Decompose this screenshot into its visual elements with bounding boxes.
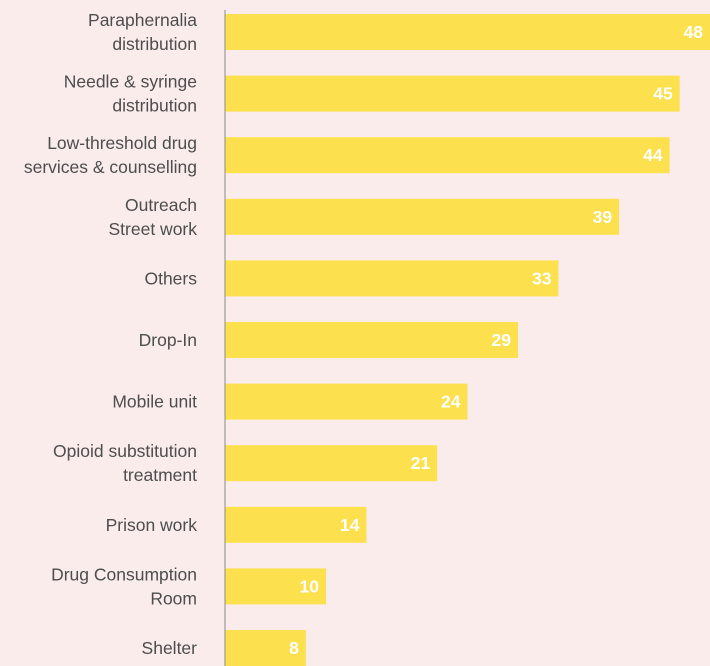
bar (225, 14, 710, 50)
category-label: Drop-In (139, 330, 197, 350)
bar-value-label: 45 (653, 84, 673, 104)
category-label: Street work (109, 219, 198, 239)
bar (225, 137, 670, 174)
bar (225, 630, 306, 666)
category-label: distribution (112, 96, 197, 116)
bar-value-label: 48 (684, 22, 704, 42)
bar (225, 506, 367, 543)
bar (225, 198, 620, 235)
bar (225, 260, 559, 297)
bar-value-label: 39 (593, 207, 613, 227)
bar (225, 75, 680, 112)
category-label: Outreach (125, 195, 197, 215)
category-label: Room (150, 588, 197, 608)
bar (225, 445, 438, 482)
category-label: distribution (112, 34, 197, 54)
category-label: Others (144, 268, 197, 288)
category-label: Mobile unit (112, 392, 197, 412)
category-label: Prison work (106, 515, 198, 535)
category-label: Needle & syringe (64, 72, 197, 92)
bar-value-label: 21 (411, 453, 431, 473)
bar (225, 322, 519, 358)
category-label: Drug Consumption (51, 564, 197, 584)
bar-value-label: 29 (492, 330, 512, 350)
bar-value-label: 33 (532, 268, 552, 288)
category-label: Opioid substitution (53, 441, 197, 461)
category-label: Shelter (142, 638, 198, 658)
category-label: services & counselling (24, 157, 197, 177)
bar (225, 383, 468, 420)
bar-value-label: 10 (300, 576, 320, 596)
bar-value-label: 8 (289, 638, 299, 658)
bar-value-label: 44 (643, 145, 663, 165)
bar (225, 568, 327, 605)
bar-value-label: 24 (441, 392, 461, 412)
category-label: Paraphernalia (88, 10, 197, 30)
category-label: treatment (123, 465, 197, 485)
category-label: Low-threshold drug (47, 133, 197, 153)
bar-value-label: 14 (340, 515, 360, 535)
